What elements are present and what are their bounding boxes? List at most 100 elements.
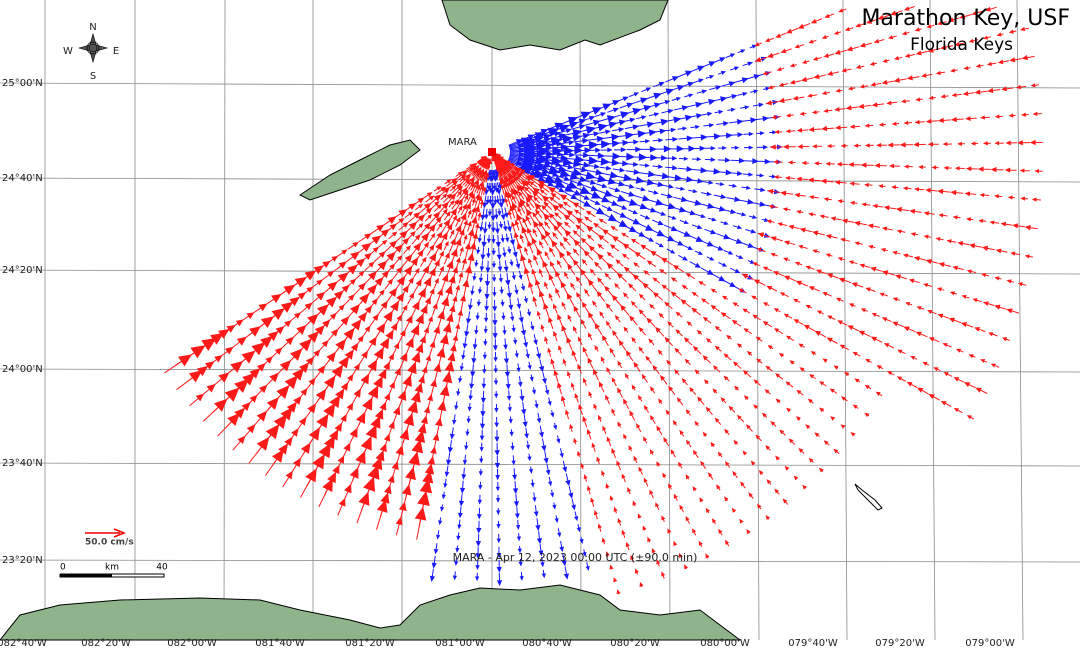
current-vector (456, 169, 469, 179)
current-vector (478, 273, 484, 283)
current-vector (844, 27, 854, 31)
current-vector (460, 203, 467, 216)
current-vector (615, 259, 624, 267)
current-vector (717, 70, 727, 76)
current-vector (395, 516, 403, 536)
current-vector (949, 291, 957, 296)
current-vector (1020, 26, 1030, 32)
current-vector (536, 310, 541, 320)
current-vector (754, 115, 770, 122)
current-vector (1034, 168, 1043, 174)
current-vector (535, 518, 541, 532)
current-vector (890, 10, 903, 16)
current-vector (858, 330, 871, 338)
current-vector (869, 61, 878, 66)
current-vector (734, 385, 740, 391)
current-vector (815, 269, 827, 275)
current-vector (770, 236, 783, 242)
current-vector (888, 35, 897, 40)
current-vector (594, 112, 607, 117)
current-vector (688, 189, 698, 194)
current-vector (471, 206, 477, 220)
current-vector (616, 460, 621, 471)
current-vector (613, 506, 618, 514)
current-vector (830, 416, 836, 421)
current-vector (543, 451, 549, 465)
current-vector (741, 185, 752, 190)
current-vector (766, 479, 772, 485)
current-vector (468, 390, 473, 401)
current-vector (891, 185, 899, 190)
current-vector (676, 397, 684, 406)
current-vector (561, 139, 575, 146)
current-vector (596, 115, 616, 123)
current-vector (694, 369, 700, 375)
current-vector (808, 126, 822, 133)
current-vector (500, 194, 505, 204)
current-vector (447, 440, 454, 454)
current-vector (583, 250, 594, 261)
current-vector (487, 208, 493, 217)
current-vector (724, 461, 731, 468)
current-vector (652, 291, 663, 301)
current-vector (494, 429, 500, 443)
current-vector (625, 541, 630, 551)
current-vector (750, 89, 759, 94)
current-vector (455, 171, 463, 178)
current-vector (610, 225, 618, 231)
current-vector (705, 406, 713, 416)
current-vector (520, 283, 526, 292)
current-vector (916, 306, 925, 311)
current-vector (248, 436, 270, 464)
current-vector (516, 533, 522, 542)
current-vector (822, 358, 828, 363)
current-vector (436, 222, 443, 231)
current-vector (683, 244, 694, 251)
current-vector (388, 231, 398, 240)
current-vector (479, 221, 484, 232)
current-vector (637, 178, 655, 186)
current-vector (854, 378, 861, 383)
current-vector (576, 450, 581, 457)
current-vector (861, 202, 871, 207)
current-vector (553, 224, 563, 236)
current-vector (833, 365, 839, 370)
current-vector (552, 204, 565, 216)
current-vector (821, 125, 835, 132)
current-vector (902, 253, 914, 258)
current-vector (837, 199, 845, 204)
current-vector (472, 272, 477, 281)
current-vector (732, 302, 740, 307)
current-vector (788, 438, 796, 445)
current-vector (480, 247, 486, 261)
current-vector (521, 225, 529, 242)
current-vector (542, 260, 550, 275)
current-vector (552, 303, 558, 314)
current-vector (567, 314, 572, 322)
current-vector (732, 225, 743, 230)
current-vector (943, 165, 952, 171)
current-vector (570, 382, 575, 391)
current-vector (470, 285, 475, 296)
current-vector (664, 174, 683, 182)
current-vector (925, 258, 939, 265)
current-vector (753, 404, 758, 409)
current-vector (561, 301, 566, 310)
current-vector (766, 285, 778, 292)
current-vector (575, 198, 592, 207)
current-vector (476, 299, 482, 307)
current-vector (717, 451, 723, 458)
current-vector (541, 204, 549, 214)
current-vector (587, 279, 598, 292)
current-vector (675, 329, 683, 337)
current-vector (702, 431, 708, 437)
current-vector (583, 474, 588, 482)
current-vector (373, 251, 386, 263)
current-vector (650, 386, 656, 394)
current-vector (701, 111, 713, 117)
current-vector (558, 250, 568, 265)
current-vector (561, 553, 567, 567)
current-vector (503, 338, 508, 351)
current-vector (624, 216, 641, 225)
current-vector (547, 161, 563, 168)
